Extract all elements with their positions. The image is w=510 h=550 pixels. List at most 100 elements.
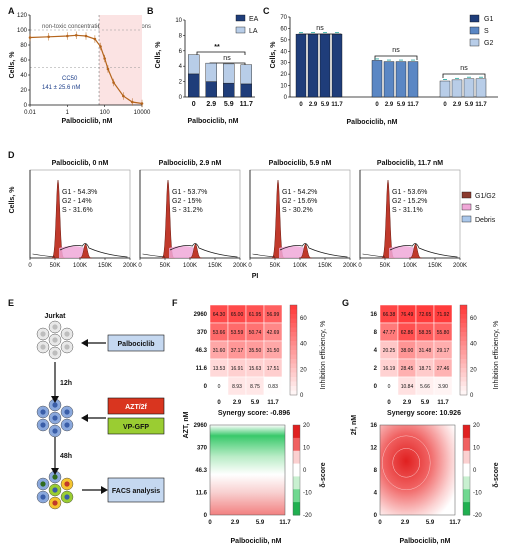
c-ytick-label-6: 60 <box>280 26 287 32</box>
svgF-cbar-seg-19 <box>290 390 297 396</box>
legend-label-s-phase: S <box>475 205 480 212</box>
panel-e-workflow-diagram: Jurkat 12h 48h Palbociclib AZT/2f VP-GFP… <box>36 313 165 510</box>
panel-g-xlabel: Palbociclib, nM <box>400 538 451 545</box>
svgG-cell-4-3 <box>433 376 453 396</box>
panel-a-dose-response-chart: Cells, % Palbociclib, nM non-toxic conce… <box>9 13 151 125</box>
svgG-surf-xtick-0: 0 <box>378 520 382 526</box>
cl3-nucleus-2 <box>64 481 70 487</box>
svgF-cbar-tick-3: 60 <box>300 316 307 322</box>
time-48h: 48h <box>60 453 72 460</box>
svgG-cbar-tick-1: 20 <box>470 367 477 373</box>
svgF-delta-surface <box>209 424 286 516</box>
svgF-surf-ytick-1: 370 <box>197 446 208 452</box>
azt-2f-box <box>107 397 165 415</box>
d-xtick-label-2-2: 100K <box>293 263 307 269</box>
c-ytick-label-2: 20 <box>280 72 287 78</box>
legend-label-g2: G2 <box>484 40 493 47</box>
arrow-right-3-head <box>101 486 108 494</box>
debris-line-1 <box>142 253 166 258</box>
cl2-nucleus-0 <box>52 415 58 421</box>
svgG-row-label-3: 2 <box>374 366 378 372</box>
bar-la-3 <box>240 64 252 85</box>
svgF-cbar-seg-2 <box>290 314 297 319</box>
panel-c-bar-chart: Cells, % Palbociclib, nM G1 S G2 ns ns n… <box>270 14 498 126</box>
b-ytick-label-5: 10 <box>175 18 182 24</box>
c-xtick-label-1-2: 5.9 <box>397 102 406 108</box>
cl1-nucleus-1 <box>40 331 46 337</box>
d-g1-0: G1 - 54.3% <box>62 189 97 196</box>
legend-label-la: LA <box>249 28 258 35</box>
bar-la-0 <box>188 54 200 75</box>
svgG-col-label-3: 11.7 <box>437 400 449 406</box>
panel-a-xlabel: Palbociclib, nM <box>62 118 113 125</box>
svgF-cell-val-0-2: 61.95 <box>249 312 262 318</box>
svgF-cbar-tick-2: 40 <box>300 342 307 348</box>
svgF-cell-val-3-1: 16.91 <box>231 366 244 372</box>
svgF-cell-val-2-0: 31.60 <box>213 348 226 354</box>
a-ytick-label-0: 0 <box>24 103 28 109</box>
panel-f-colorbar-label: Inhibition efficiency, % <box>320 321 327 390</box>
c-ytick-label-4: 40 <box>280 49 287 55</box>
svgG-cell-val-3-1: 28.45 <box>401 366 414 372</box>
c-xtick-label-1-0: 0 <box>375 102 379 108</box>
d-xtick-label-0-4: 200K <box>123 263 137 269</box>
svgF-surf-xtick-1: 2.9 <box>231 520 240 526</box>
svgF-cell-4-3 <box>263 376 283 396</box>
svgF-cell-val-1-1: 53.59 <box>231 330 244 336</box>
cl1-nucleus-0 <box>52 337 58 343</box>
svgG-cbar-seg-5 <box>460 327 467 333</box>
svgG-dbar-tick-3: -10 <box>473 491 482 497</box>
svgG-dbar-seg-6 <box>463 502 470 516</box>
svgF-cbar-frame <box>289 304 298 396</box>
a-ytick-label-2: 40 <box>20 73 27 79</box>
d-plot-frame-3 <box>359 169 461 259</box>
svgG-delta-surface <box>379 424 456 516</box>
d-xtick-label-1-4: 200K <box>233 263 247 269</box>
cl3-nucleus-3 <box>40 494 46 500</box>
d-s-3: S - 31.1% <box>392 207 423 214</box>
svgF-cbar-seg-8 <box>290 341 297 346</box>
b-ytick-label-3: 6 <box>179 49 183 55</box>
svgG-cbar-seg-15 <box>460 372 467 378</box>
panel-e-cells-label: Jurkat <box>44 313 66 320</box>
a-xtick-label-1: 1 <box>66 110 70 116</box>
d-subpanel-title-1: Palbociclib, 2.9 nM <box>159 160 222 167</box>
svgF-cbar-seg-14 <box>290 368 297 373</box>
b-ytick-label-2: 4 <box>179 64 183 70</box>
data-point-10 <box>122 94 125 98</box>
data-point-0 <box>28 36 32 39</box>
legend-label-g1g2: G1/G2 <box>475 193 496 200</box>
svgF-cbar-seg-16 <box>290 377 297 382</box>
svgG-cell-val-2-3: 29.17 <box>437 348 450 354</box>
cl2-nucleus-6 <box>52 428 58 434</box>
cl3-nucleus-5 <box>52 474 58 480</box>
arrow-left-2-head <box>81 414 88 422</box>
svgG-cell-val-3-2: 18.71 <box>419 366 432 372</box>
svgG-surf-ytick-0: 16 <box>370 423 377 429</box>
d-xtick-label-2-0: 0 <box>248 263 252 269</box>
d-plot-frame-1 <box>139 169 241 259</box>
panel-g-synergy-score: Synergy score: 10.926 <box>387 410 461 417</box>
panel-g-ylabel: 2f, nM <box>351 415 358 435</box>
svgG-cbar-seg-1 <box>460 309 467 315</box>
svgG-row-label-0: 16 <box>370 312 377 318</box>
panel-d-flow-histograms: Cells, % PI G1/G2 S Debris Palbociclib, … <box>9 160 496 280</box>
b-xtick-label-3: 11.7 <box>240 101 253 108</box>
d-xtick-label-0-0: 0 <box>28 263 32 269</box>
c-ytick-label-5: 50 <box>280 38 287 44</box>
d-g1-3: G1 - 53.6% <box>392 189 427 196</box>
c-xtick-label-1-3: 11.7 <box>407 102 419 108</box>
svgF-surf-ytick-0: 2960 <box>194 423 208 429</box>
svgF-cell-val-0-0: 64.30 <box>213 312 226 318</box>
svgF-cell-val-2-3: 31.50 <box>267 348 280 354</box>
g2-peak-0 <box>79 243 92 259</box>
cl2-nucleus-3 <box>40 422 46 428</box>
panel-b-bar-chart: Cells, % Palbociclib, nM EA LA ** ns 0 2 4… <box>155 14 259 125</box>
d-s-0: S - 31.6% <box>62 207 93 214</box>
svgF-surf-ytick-2: 46.3 <box>195 468 207 474</box>
svgG-contour-2 <box>382 435 431 491</box>
svgG-surf-xtick-1: 2.9 <box>401 520 410 526</box>
cl3-nucleus-6 <box>52 500 58 506</box>
svgG-cbar-seg-18 <box>460 386 467 391</box>
